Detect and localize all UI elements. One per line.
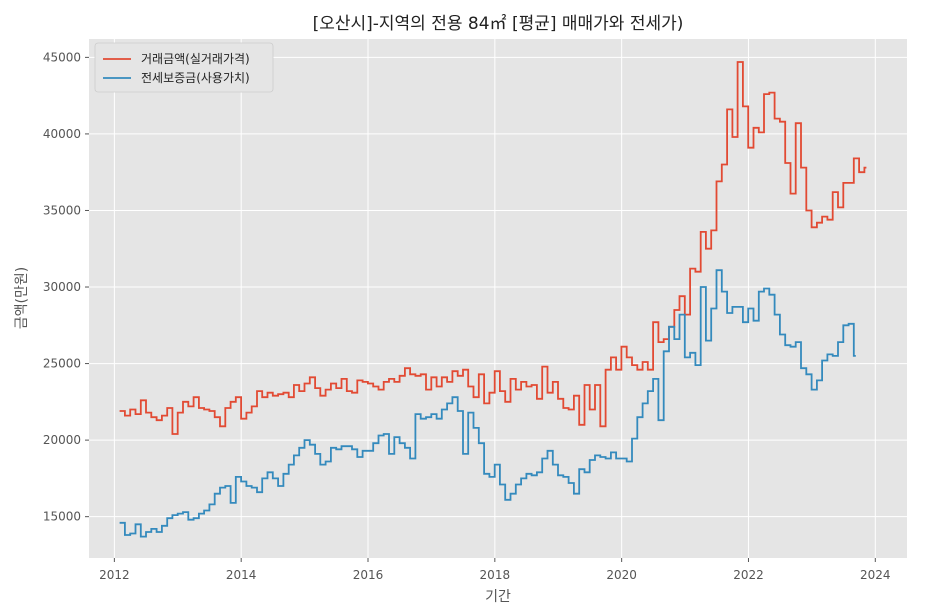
series-line-jeonse [119, 269, 856, 538]
y-tick-label: 15000 [43, 510, 81, 524]
series-layer [119, 61, 867, 538]
x-tick-label: 2024 [860, 568, 891, 582]
series-line-sale [119, 61, 867, 435]
legend-box [94, 42, 274, 93]
y-tick-label: 35000 [43, 203, 81, 217]
y-axis-label: 금액(만원) [14, 267, 30, 329]
x-tick-label: 2020 [606, 568, 637, 582]
x-axis-label: 기간 [485, 589, 511, 605]
y-tick-label: 40000 [43, 127, 81, 141]
y-tick-label: 25000 [43, 357, 81, 371]
y-tick-label: 20000 [43, 433, 81, 447]
y-tick-label: 45000 [43, 50, 81, 64]
x-axis-ticks: 2012 2014 2016 2018 2020 2022 2024 [99, 558, 891, 582]
legend-label-sale: 거래금액(실거래가격) [141, 52, 250, 66]
grid-lines [89, 39, 907, 558]
y-tick-label: 30000 [43, 280, 81, 294]
legend: 거래금액(실거래가격) 전세보증금(사용가치) [94, 42, 274, 93]
x-tick-label: 2014 [226, 568, 257, 582]
chart-title: [오산시]-지역의 전용 84㎡ [평균] 매매가와 전세가) [313, 14, 684, 34]
x-tick-label: 2018 [480, 568, 511, 582]
x-tick-label: 2016 [353, 568, 384, 582]
legend-label-jeonse: 전세보증금(사용가치) [141, 71, 250, 85]
plot-area [89, 39, 907, 558]
x-tick-label: 2012 [99, 568, 130, 582]
y-axis-ticks: 15000 20000 25000 30000 35000 40000 45000 [43, 50, 89, 524]
x-tick-label: 2022 [733, 568, 764, 582]
